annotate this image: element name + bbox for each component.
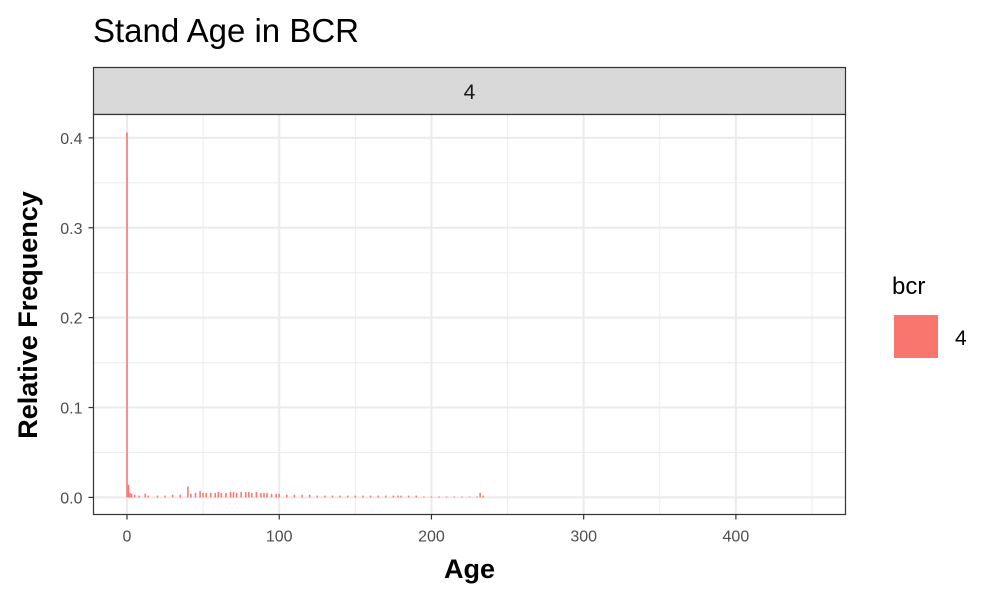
histogram-bar: [377, 495, 379, 498]
histogram-bar: [482, 495, 484, 498]
histogram-bar: [225, 492, 227, 498]
histogram-bar: [194, 492, 197, 498]
histogram-bar: [202, 492, 204, 498]
histogram-bar: [362, 495, 364, 498]
x-tick-label: 400: [723, 529, 750, 546]
histogram-bar: [127, 484, 130, 498]
histogram-bar: [397, 495, 399, 498]
histogram-bar: [308, 494, 311, 498]
histogram-bar: [331, 495, 334, 498]
histogram-bar: [407, 495, 410, 498]
histogram-bar: [133, 494, 136, 498]
histogram-bar: [232, 492, 235, 498]
histogram-bar: [468, 496, 471, 498]
minor-gridlines: [93, 114, 846, 515]
histogram-bar: [286, 494, 288, 498]
histogram-bar: [263, 492, 265, 498]
facet-strip: [92, 66, 847, 116]
panel-border: [92, 113, 847, 516]
histogram-bar: [400, 495, 402, 498]
histogram-bar: [144, 493, 147, 498]
y-axis-title: Relative Frequency: [13, 191, 43, 439]
histogram-bar: [209, 492, 212, 498]
facet-strip-label: 4: [464, 81, 476, 104]
histogram-bar: [164, 495, 166, 498]
histogram-bar: [220, 492, 223, 498]
plot-panel: [93, 114, 846, 515]
histogram-bar: [453, 496, 456, 498]
histogram-bar: [187, 486, 189, 498]
histogram-bar: [423, 496, 425, 498]
histogram-bar: [301, 494, 303, 498]
histogram-bar: [244, 492, 247, 498]
x-axis-title: Age: [444, 554, 495, 584]
histogram-bar: [270, 493, 273, 498]
histogram-bar: [179, 494, 182, 498]
y-tick-label: 0.4: [60, 131, 82, 148]
x-tick-label: 0: [123, 529, 132, 546]
histogram-bar: [199, 491, 201, 498]
histogram-bar: [217, 492, 220, 498]
x-tick-label: 200: [418, 529, 445, 546]
histogram-bar: [392, 495, 395, 498]
histogram-bars: [126, 132, 484, 498]
y-tick-label: 0.0: [60, 490, 82, 507]
histogram-bar: [430, 496, 433, 498]
legend-title: bcr: [892, 273, 925, 300]
histogram-bar: [251, 492, 253, 498]
histogram-bar: [147, 495, 150, 498]
histogram-bar: [126, 132, 128, 498]
histogram-bar: [130, 493, 133, 498]
histogram-bar: [278, 493, 280, 498]
x-tick-label: 100: [266, 529, 293, 546]
histogram-bar: [248, 492, 250, 498]
histogram-bar: [316, 495, 319, 498]
histogram-bar: [229, 492, 232, 498]
histogram-bar: [190, 493, 192, 498]
histogram-bar: [461, 496, 463, 498]
legend-label-4: 4: [955, 327, 967, 350]
histogram-bar: [438, 496, 440, 498]
histogram-bar: [235, 492, 238, 498]
histogram-bar: [445, 496, 448, 498]
y-tick-label: 0.2: [60, 311, 82, 328]
histogram-bar: [476, 496, 478, 498]
histogram-bar: [354, 495, 357, 498]
legend-key-4: [894, 315, 938, 358]
histogram-bar: [255, 492, 258, 498]
histogram-bar: [260, 492, 262, 498]
y-tick-label: 0.3: [60, 221, 82, 238]
histogram-bar: [205, 492, 207, 498]
histogram-bar: [479, 492, 481, 498]
histogram-bar: [369, 495, 372, 498]
x-axis-ticks: 0 100 200 300 400: [123, 514, 750, 546]
histogram-bar: [214, 492, 217, 498]
chart-title: Stand Age in BCR: [93, 12, 359, 49]
histogram-bar: [324, 495, 326, 498]
histogram-bar: [293, 494, 296, 498]
histogram-bar: [339, 495, 341, 498]
histogram-bar: [266, 492, 268, 498]
histogram-bar: [129, 492, 131, 498]
histogram-bar: [240, 492, 242, 498]
histogram-bar: [385, 495, 387, 498]
y-tick-label: 0.1: [60, 401, 82, 418]
histogram-bar: [275, 493, 277, 498]
histogram-bar: [138, 495, 140, 498]
histogram-bar: [156, 495, 159, 498]
histogram-bar: [171, 494, 174, 498]
y-axis-ticks: 0.0 0.1 0.2 0.3 0.4: [60, 131, 94, 507]
histogram-bar: [415, 495, 417, 498]
histogram-bar: [346, 495, 349, 498]
x-tick-label: 300: [570, 529, 597, 546]
